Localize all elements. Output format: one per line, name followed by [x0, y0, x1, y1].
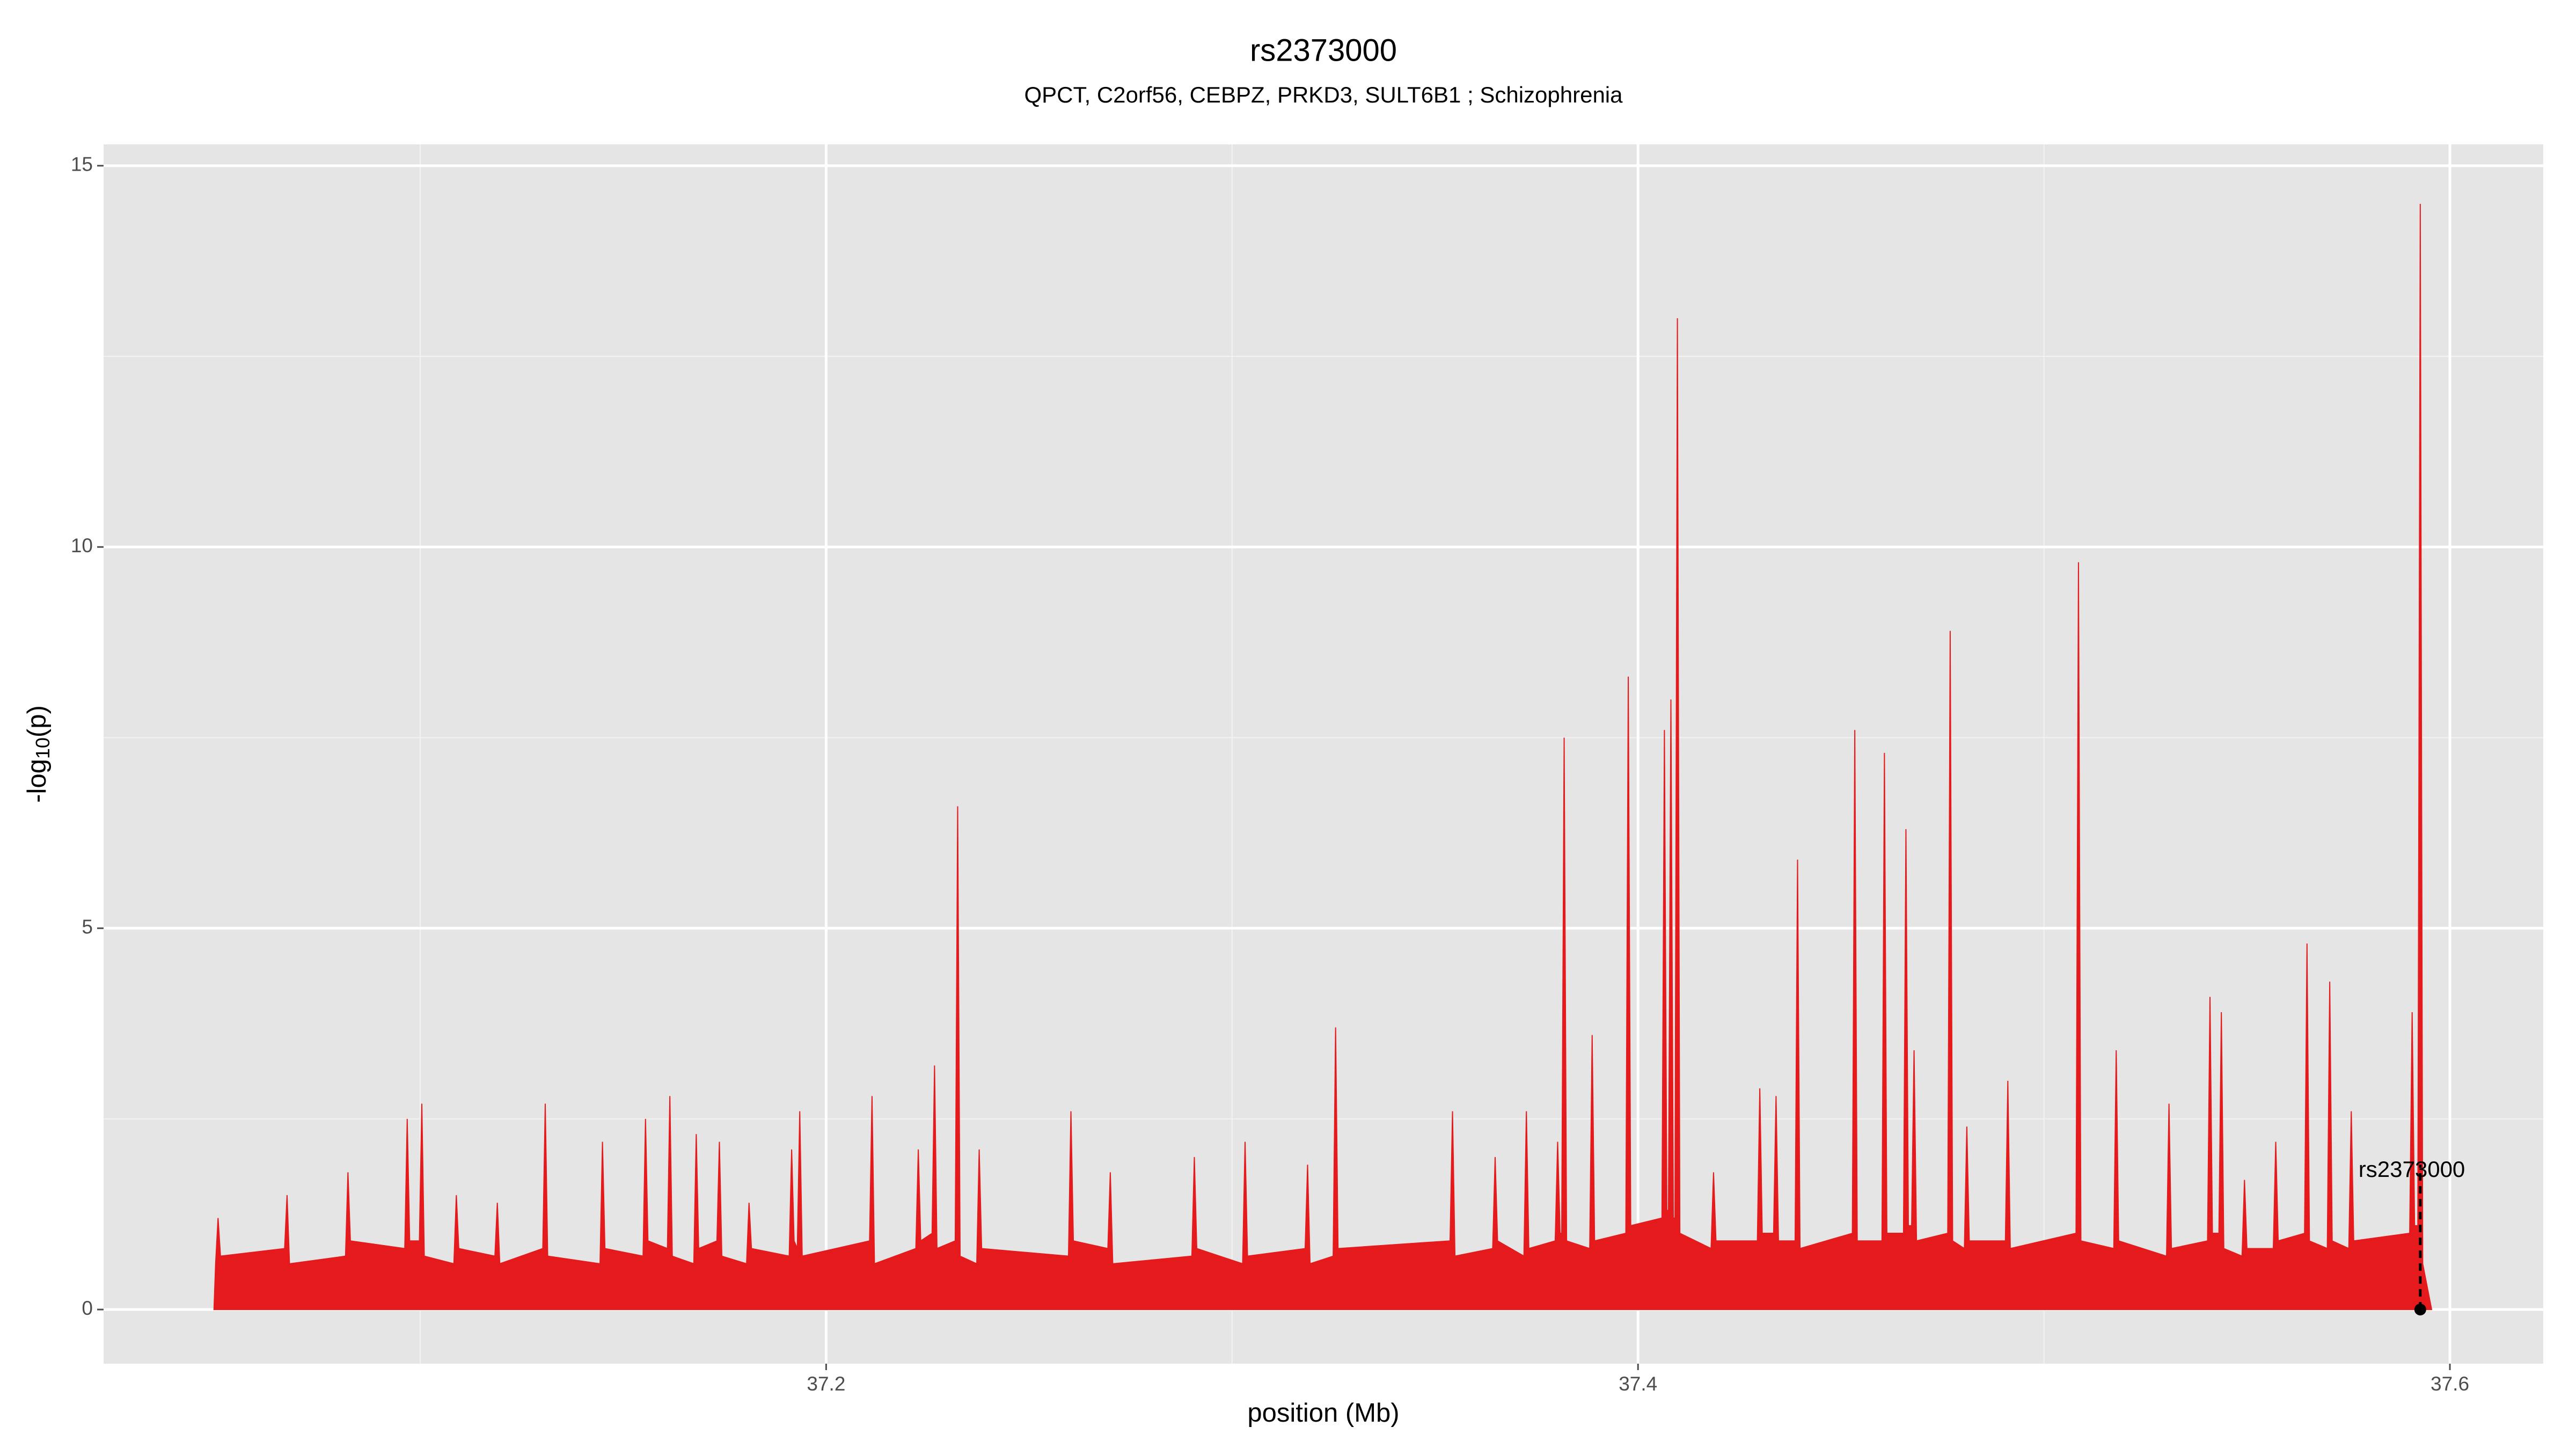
x-tick-label: 37.4	[1619, 1373, 1657, 1395]
y-tick-label: 15	[71, 153, 93, 175]
y-tick-label: 10	[71, 535, 93, 557]
y-axis-title: -log10(p)	[23, 705, 54, 803]
y-axis-title-subscript: 10	[32, 737, 54, 759]
chart-title: rs2373000	[1250, 33, 1397, 68]
y-axis-title-part: -log	[23, 759, 52, 803]
plot-panel	[104, 144, 2543, 1364]
chart-subtitle: QPCT, C2orf56, CEBPZ, PRKD3, SULT6B1 ; S…	[1024, 82, 1623, 107]
y-tick-label: 5	[82, 916, 93, 938]
x-tick-label: 37.6	[2431, 1373, 2469, 1395]
y-axis-title-part: (p)	[23, 705, 52, 737]
highlight-label: rs2373000	[2359, 1157, 2465, 1182]
area	[213, 203, 2433, 1311]
x-axis-title: position (Mb)	[1247, 1399, 1399, 1428]
y-tick-label: 0	[82, 1297, 93, 1319]
x-tick-label: 37.2	[807, 1373, 845, 1395]
highlight-point	[2414, 1304, 2426, 1316]
